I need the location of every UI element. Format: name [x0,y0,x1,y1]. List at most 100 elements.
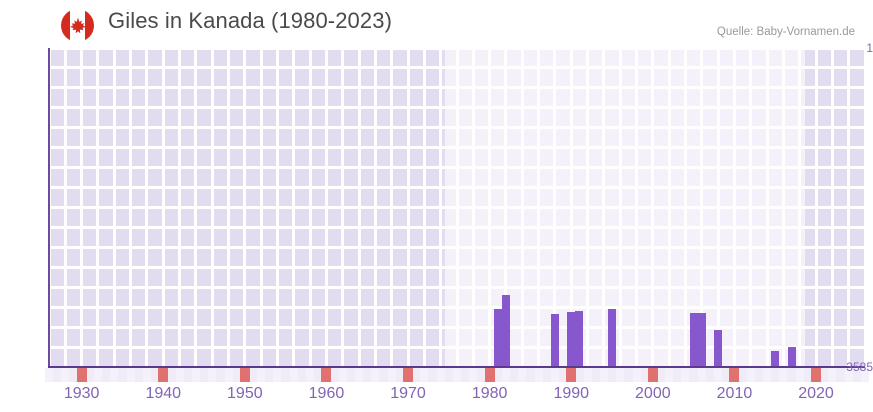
x-axis-label-2000: 2000 [635,385,671,402]
grid-line-horizontal [49,86,865,89]
bar-2005[interactable] [689,313,698,367]
bar-2017[interactable] [787,347,796,367]
grid-line-horizontal [49,286,865,289]
x-tick-major [76,368,87,382]
x-tick-minor [289,368,298,382]
x-tick-minor [518,368,527,382]
grid-line-horizontal [49,166,865,169]
grid-line-horizontal [49,48,865,50]
x-tick-minor [420,368,429,382]
x-tick-minor [387,368,396,382]
bar-2006[interactable] [697,313,706,367]
y-axis-bottom-label: 3585 [846,360,873,374]
x-axis-label-1960: 1960 [308,385,345,402]
x-tick-minor [224,368,233,382]
x-tick-minor [795,368,804,382]
x-tick-minor [208,368,217,382]
x-tick-minor [93,368,102,382]
grid-line-horizontal [49,246,865,249]
x-tick-minor [844,368,853,382]
x-tick-minor [665,368,674,382]
x-axis-label-1950: 1950 [227,385,263,402]
x-tick-major [647,368,658,382]
x-tick-major [811,368,822,382]
x-tick-minor [681,368,690,382]
x-tick-minor [861,368,869,382]
bar-1990[interactable] [567,312,576,367]
grid-line-horizontal [49,186,865,189]
x-tick-minor [142,368,151,382]
x-axis-label-1980: 1980 [471,385,508,402]
x-axis-label-1930: 1930 [63,385,100,402]
x-axis-label-1970: 1970 [390,385,426,402]
grid-line-horizontal [49,306,865,309]
x-tick-minor [338,368,347,382]
bar-1988[interactable] [550,314,559,367]
bar-1991[interactable] [575,311,584,367]
plot-area [49,48,865,367]
x-tick-minor [697,368,706,382]
x-axis-label-2020: 2020 [798,385,834,402]
flag-right-band [85,9,94,42]
bar-1982[interactable] [501,295,510,367]
x-tick-minor [175,368,184,382]
grid-line-horizontal [49,146,865,149]
chart-header: Giles in Kanada (1980-2023) Quelle: Baby… [0,0,873,46]
grid-line-horizontal [49,226,865,229]
page-title: Giles in Kanada (1980-2023) [108,8,392,33]
x-tick-major [403,368,414,382]
x-axis-label-1940: 1940 [145,385,182,402]
grid-line-horizontal [49,326,865,329]
x-tick-minor [632,368,641,382]
grid-line-horizontal [49,206,865,209]
x-tick-minor [110,368,119,382]
y-axis-top-label: 1 [866,41,873,55]
x-tick-band [45,368,869,382]
x-tick-minor [550,368,559,382]
grid-line-horizontal [49,106,865,109]
x-tick-minor [534,368,543,382]
x-tick-minor [469,368,478,382]
bar-1995[interactable] [608,309,617,367]
x-tick-major [484,368,495,382]
x-tick-minor [371,368,380,382]
x-tick-minor [257,368,266,382]
x-tick-minor [306,368,315,382]
grid-line-horizontal [49,66,865,69]
bar-2015[interactable] [771,351,780,367]
x-tick-minor [779,368,788,382]
x-tick-minor [763,368,772,382]
x-axis-label-1990: 1990 [553,385,590,402]
x-tick-major [239,368,250,382]
source-credit: Quelle: Baby-Vornamen.de [716,26,855,38]
x-tick-minor [436,368,445,382]
grid-line-horizontal [49,266,865,269]
x-tick-minor [453,368,461,382]
bar-2008[interactable] [714,330,723,367]
canada-flag-circle-icon [61,9,94,42]
flag-left-band [61,9,70,42]
bar-1981[interactable] [493,309,502,367]
x-tick-minor [828,368,837,382]
x-tick-major [158,368,169,382]
grid-line-horizontal [49,346,865,349]
x-tick-minor [61,368,70,382]
x-tick-minor [746,368,755,382]
x-tick-minor [273,368,282,382]
x-tick-major [321,368,332,382]
x-tick-major [566,368,577,382]
x-tick-minor [616,368,625,382]
x-tick-major [729,368,740,382]
x-tick-minor [501,368,510,382]
x-tick-minor [583,368,592,382]
x-tick-minor [714,368,723,382]
x-axis-line [48,366,865,368]
y-axis-line [48,48,50,368]
grid-line-horizontal [49,126,865,129]
x-tick-minor [45,368,53,382]
x-tick-minor [191,368,200,382]
x-tick-minor [355,368,364,382]
x-tick-minor [599,368,608,382]
x-axis-label-2010: 2010 [716,385,753,402]
